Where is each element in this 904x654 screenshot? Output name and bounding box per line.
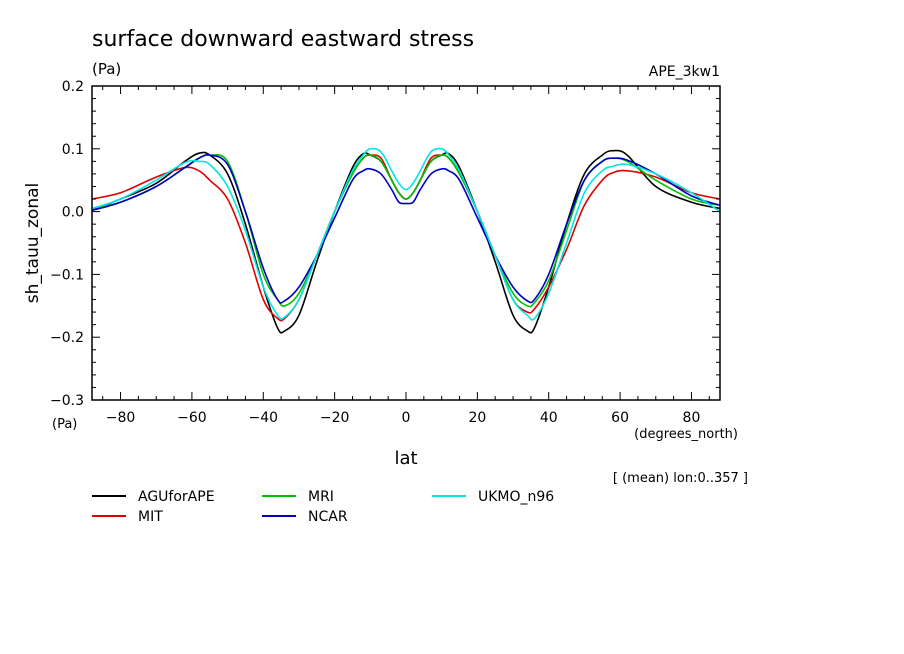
legend-label: NCAR: [308, 509, 348, 525]
ticks-layer: [92, 85, 720, 401]
series-line-mit: [92, 154, 721, 322]
legend-label: AGUforAPE: [138, 489, 215, 505]
y-tick-label: 0.0: [62, 205, 84, 221]
y-tick-labels: −0.3 −0.2 −0.1 0.0 0.1 0.2: [50, 79, 84, 409]
series-line-aguforape: [92, 149, 721, 334]
x-tick-label: 0: [402, 410, 411, 426]
x-tick-label: −60: [177, 410, 207, 426]
averaging-note: [ (mean) lon:0..357 ]: [613, 471, 748, 486]
chart-title: surface downward eastward stress: [92, 27, 474, 52]
y-tick-label: 0.1: [62, 142, 84, 158]
legend-label: UKMO_n96: [478, 489, 554, 505]
x-tick-label: −40: [248, 410, 278, 426]
legend: AGUforAPE MIT MRI NCAR UKMO_n96: [92, 489, 554, 525]
x-tick-labels: −80 −60 −40 −20 0 20 40 60 80: [106, 410, 701, 426]
x-tick-label: 40: [540, 410, 558, 426]
y-tick-label: −0.3: [50, 393, 84, 409]
series-line-mri: [92, 154, 721, 308]
y-axis-label: sh_tauu_zonal: [23, 183, 43, 304]
x-units-label: (degrees_north): [634, 427, 738, 442]
y-units-bottom: (Pa): [52, 417, 77, 432]
plot-frame: [91, 85, 721, 401]
x-axis-label: lat: [394, 448, 417, 469]
x-tick-label: 60: [611, 410, 629, 426]
legend-label: MRI: [308, 489, 334, 505]
x-tick-label: 80: [683, 410, 701, 426]
y-tick-label: −0.1: [50, 267, 84, 283]
y-tick-label: 0.2: [62, 79, 84, 95]
legend-label: MIT: [138, 509, 163, 525]
series-line-ukmo-n96: [92, 147, 721, 321]
experiment-label: APE_3kw1: [649, 64, 720, 80]
x-tick-label: −80: [106, 410, 136, 426]
y-tick-label: −0.2: [50, 330, 84, 346]
series-line-ncar: [92, 154, 721, 304]
x-tick-label: 20: [468, 410, 486, 426]
series-layer: [92, 147, 721, 334]
x-tick-label: −20: [320, 410, 350, 426]
units-top-left: (Pa): [92, 60, 121, 78]
